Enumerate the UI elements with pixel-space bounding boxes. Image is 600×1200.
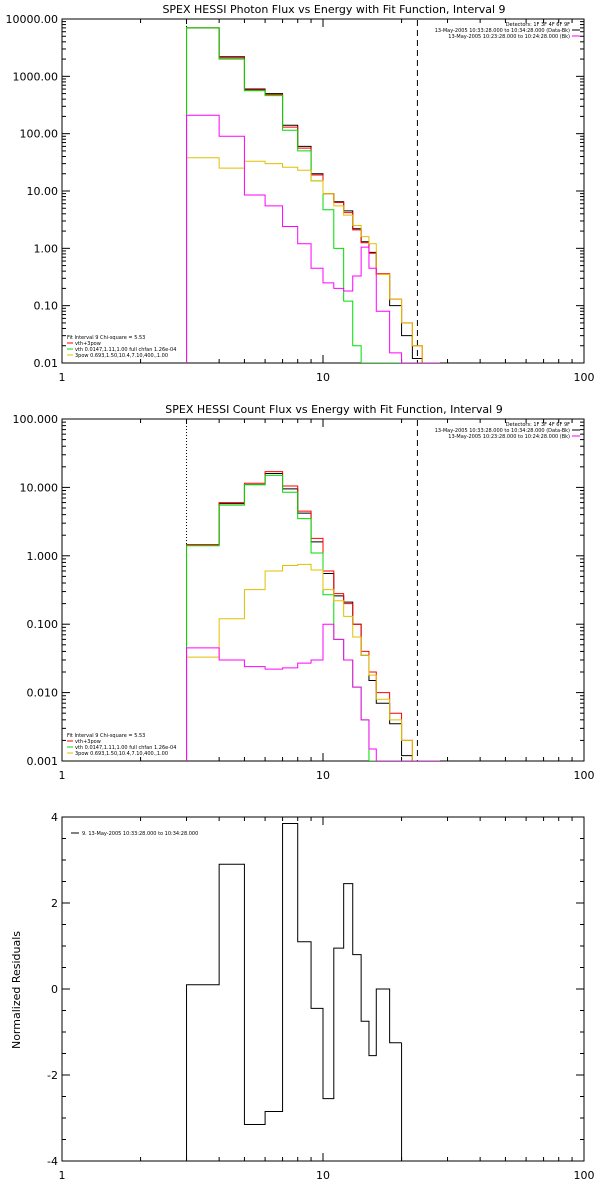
plot-lines: [186, 420, 418, 761]
x-tick-label: 1: [59, 1169, 66, 1182]
x-tick-label: 100: [574, 769, 595, 782]
panel-count-flux: SPEX HESSI Count Flux vs Energy with Fit…: [13, 403, 595, 782]
x-tick-label: 10: [316, 769, 330, 782]
data-series-4: [186, 114, 440, 363]
x-axis: 1 10 100: [59, 19, 595, 384]
x-tick-label: 1: [59, 769, 66, 782]
panel-residuals: Normalized Residuals -4 -2 0 2 4 1 10 100 9. 1…: [10, 811, 595, 1182]
legend-top-left: 9. 13-May-2005 10:33:28.000 to 10:34:28.…: [71, 831, 198, 837]
y-tick-label: 0.01: [34, 357, 59, 370]
legend-entry: 3pow 0.693,1.50,10.4,7.10,400.,1.00: [75, 751, 168, 757]
legend-entry: 13-May-2005 10:33:28.000 to 10:34:28.000…: [435, 428, 570, 434]
y-tick-label: 0.010: [27, 687, 59, 700]
data-series-2: [186, 27, 440, 363]
y-tick-label: 100.00: [20, 128, 59, 141]
y-tick-label: 2: [51, 897, 58, 910]
y-axis-label: Normalized Residuals: [10, 931, 23, 1049]
y-axis: 0.001 0.010 0.100 1.000 10.000 100.000: [13, 413, 584, 768]
data-series-group: [186, 822, 403, 1161]
legend-entry: 13-May-2005 10:23:28.000 to 10:24:28.000…: [448, 434, 570, 440]
legend-bottom-left: Fit Interval 9 Chi-square = 5.53vth+3pow…: [67, 733, 176, 757]
data-series-group: [186, 27, 440, 363]
x-axis: 1 10 100: [59, 419, 595, 782]
data-series-3: [186, 563, 440, 761]
panel-photon-flux: SPEX HESSI Photon Flux vs Energy with Fi…: [6, 3, 595, 384]
x-tick-label: 100: [574, 1169, 595, 1182]
legend-entry: 3pow 0.693,1.50,10.4,7.10,400.,1.00: [75, 353, 168, 359]
x-tick-label: 1: [59, 371, 66, 384]
data-series-0: [186, 822, 402, 1161]
data-series-4: [186, 623, 440, 761]
y-tick-label: -2: [47, 1069, 58, 1082]
y-tick-label: 100.000: [13, 413, 59, 426]
legend-entry: Detectors: 1F 3F 4F 6F 9F: [506, 22, 570, 28]
chart-title: SPEX HESSI Count Flux vs Energy with Fit…: [165, 403, 502, 416]
y-tick-label: 0.001: [27, 755, 59, 768]
legend-entry: vth 0.0147,1.11,1.00 full chfan 1.26e-04: [75, 745, 176, 751]
legend-entry: vth 0.0147,1.11,1.00 full chfan 1.26e-04: [75, 347, 176, 353]
y-axis: 0.01 0.10 1.00 10.00 100.00 1000.00 10000.00: [6, 13, 584, 370]
legend-entry: Fit Interval 9 Chi-square = 5.53: [67, 733, 145, 739]
x-tick-label: 100: [574, 371, 595, 384]
legend-entry: 13-May-2005 10:33:28.000 to 10:34:28.000…: [435, 28, 570, 34]
data-series-1: [186, 471, 440, 761]
y-tick-label: 1.00: [34, 242, 59, 255]
legend-entry: 9. 13-May-2005 10:33:28.000 to 10:34:28.…: [82, 831, 198, 837]
legend-entry: vth+3pow: [75, 341, 101, 347]
y-tick-label: 0: [51, 983, 58, 996]
y-tick-label: 10.00: [27, 185, 59, 198]
y-tick-label: 10000.00: [6, 13, 59, 26]
legend-bottom-left: Fit Interval 9 Chi-square = 5.53vth+3pow…: [67, 335, 176, 359]
x-axis: 1 10 100: [59, 817, 595, 1182]
y-axis: -4 -2 0 2 4: [47, 811, 584, 1168]
chart-title: SPEX HESSI Photon Flux vs Energy with Fi…: [162, 3, 505, 16]
y-tick-label: 0.100: [27, 618, 59, 631]
x-tick-label: 10: [316, 371, 330, 384]
plot-frame: [61, 816, 585, 1162]
data-series-3: [186, 157, 440, 363]
legend-entry: Detectors: 1F 3F 4F 6F 9F: [506, 422, 570, 428]
y-tick-label: -4: [47, 1155, 58, 1168]
y-tick-label: 10.000: [20, 481, 59, 494]
legend-entry: 13-May-2005 10:23:28.000 to 10:24:28.000…: [448, 34, 570, 40]
y-tick-label: 0.10: [34, 300, 59, 313]
y-tick-label: 1000.00: [13, 70, 59, 83]
y-tick-label: 1.000: [27, 550, 59, 563]
y-tick-label: 4: [51, 811, 58, 824]
legend-entry: Fit Interval 9 Chi-square = 5.53: [67, 335, 145, 341]
legend-entry: vth+3pow: [75, 739, 101, 745]
x-tick-label: 10: [316, 1169, 330, 1182]
data-series-group: [186, 471, 440, 761]
